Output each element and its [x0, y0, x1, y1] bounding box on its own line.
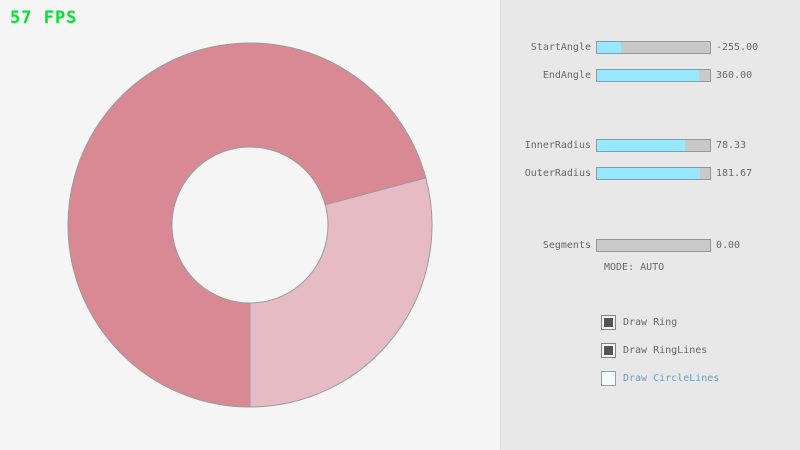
slider-row-segments: Segments 0.00 — [501, 238, 800, 252]
slider-fill — [597, 69, 699, 81]
checkbox-label-draw-ring: Draw Ring — [623, 316, 678, 328]
checkbox-label-draw-circlelines: Draw CircleLines — [623, 372, 720, 384]
checkbox-draw-ring[interactable]: Draw Ring — [601, 314, 677, 330]
slider-row-innerradius: InnerRadius 78.33 — [501, 138, 800, 152]
checkbox-checkmark — [604, 345, 613, 355]
mode-indicator: MODE: AUTO — [604, 262, 665, 273]
slider-fill — [597, 167, 700, 179]
slider-label-innerradius: InnerRadius — [524, 139, 591, 151]
fps-counter: 57 FPS — [10, 8, 78, 28]
slider-label-segments: Segments — [542, 239, 591, 251]
ring-shape — [67, 42, 433, 408]
slider-row-endangle: EndAngle 360.00 — [501, 68, 800, 82]
slider-label-outerradius: OuterRadius — [524, 167, 591, 179]
slider-row-outerradius: OuterRadius 181.67 — [501, 166, 800, 180]
checkbox-box-draw-circlelines[interactable] — [601, 370, 616, 386]
slider-fill — [597, 41, 621, 53]
checkbox-draw-circlelines[interactable]: Draw CircleLines — [601, 370, 719, 386]
slider-value-startangle: -255.00 — [716, 41, 759, 53]
checkbox-box-draw-ring[interactable] — [601, 314, 616, 330]
slider-value-innerradius: 78.33 — [716, 139, 747, 151]
slider-startangle[interactable] — [596, 40, 711, 54]
slider-innerradius[interactable] — [596, 138, 711, 152]
control-panel: StartAngle -255.00 EndAngle 360.00 Inner… — [500, 0, 800, 450]
slider-label-startangle: StartAngle — [530, 41, 591, 53]
checkbox-label-draw-ringlines: Draw RingLines — [623, 344, 708, 356]
ring-sector-light — [249, 177, 433, 408]
ring-sector-dark — [67, 42, 427, 408]
slider-value-endangle: 360.00 — [716, 69, 753, 81]
checkbox-checkmark — [604, 317, 613, 327]
slider-value-segments: 0.00 — [716, 239, 741, 251]
checkbox-draw-ringlines[interactable]: Draw RingLines — [601, 342, 707, 358]
slider-label-endangle: EndAngle — [542, 69, 591, 81]
drawing-canvas: 57 FPS — [10, 8, 433, 408]
checkbox-box-draw-ringlines[interactable] — [601, 342, 616, 358]
slider-outerradius[interactable] — [596, 166, 711, 180]
slider-row-startangle: StartAngle -255.00 — [501, 40, 800, 54]
slider-endangle[interactable] — [596, 68, 711, 82]
slider-value-outerradius: 181.67 — [716, 167, 753, 179]
slider-fill — [597, 139, 686, 151]
slider-segments[interactable] — [596, 238, 711, 252]
